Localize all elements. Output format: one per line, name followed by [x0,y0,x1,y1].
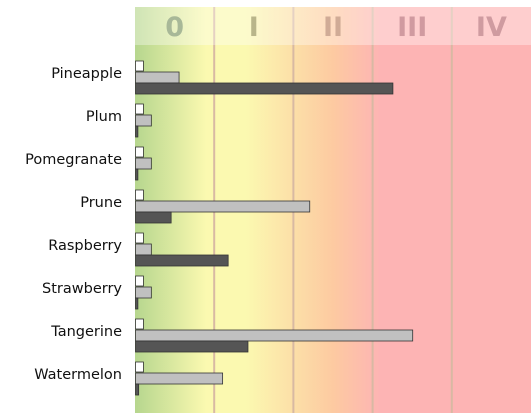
bar-s3-plum [135,125,139,138]
bar-s2-pineapple [135,71,180,84]
bar-s3-pomegranate [135,168,139,181]
bar-s2-prune [135,200,311,213]
category-label-prune: Prune [80,195,122,211]
zone-header-band [135,7,531,45]
category-label-strawberry: Strawberry [42,281,122,297]
zone-label-1: I [249,12,259,43]
bar-s1-strawberry [135,275,144,287]
zone-header: 0 I II III IV [135,7,531,45]
bar-s2-pomegranate [135,157,152,170]
bar-s3-pineapple [135,82,394,95]
bar-s3-watermelon [135,383,140,396]
bar-s1-prune [135,189,144,201]
category-label-pomegranate: Pomegranate [25,152,122,168]
bar-s3-prune [135,211,172,224]
category-label-watermelon: Watermelon [34,367,122,383]
zone-label-2: II [323,12,343,43]
bar-s2-strawberry [135,286,152,299]
zone-label-0: 0 [165,12,184,43]
bar-s3-tangerine [135,340,249,353]
bar-s1-pineapple [135,60,144,72]
zone-label-3: III [397,12,427,43]
bar-s1-watermelon [135,361,144,373]
bar-s1-tangerine [135,318,144,330]
bar-s2-plum [135,114,152,127]
bar-s3-strawberry [135,297,139,310]
bar-s2-raspberry [135,243,152,256]
bar-s3-raspberry [135,254,229,267]
category-label-tangerine: Tangerine [50,324,122,340]
category-label-raspberry: Raspberry [48,238,122,254]
zone-label-4: IV [476,12,507,43]
category-labels: Pineapple Plum Pomegranate Prune Raspberry St… [25,66,122,383]
bars [135,60,414,396]
category-label-plum: Plum [86,109,122,125]
bar-s2-tangerine [135,329,414,342]
bar-s2-watermelon [135,372,224,385]
bar-s1-raspberry [135,232,144,244]
bar-s1-plum [135,103,144,115]
bar-s1-pomegranate [135,146,144,158]
category-label-pineapple: Pineapple [51,66,122,82]
